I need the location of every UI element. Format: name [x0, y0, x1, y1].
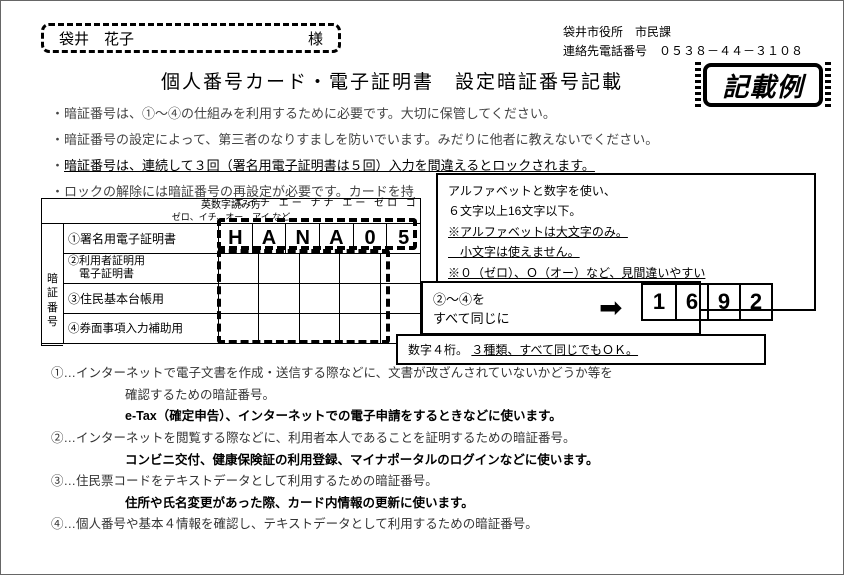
bullet-1: ・暗証番号は、①～④の仕組みを利用するために必要です。大切に保管してください。 — [51, 101, 658, 127]
example-stamp: 記載例 — [703, 63, 823, 107]
bullet-2: ・暗証番号の設定によって、第三者のなりすましを防いでいます。みだりに他者に教えな… — [51, 127, 658, 153]
pin-digit: 6 — [675, 285, 707, 319]
pin-digit: 1 — [643, 285, 675, 319]
descriptions: ①…インターネットで電子文書を作成・送信する際などに、文書が改ざんされていないか… — [51, 363, 818, 536]
desc-3b: 住所や氏名変更があった際、カード内情報の更新に使います。 — [125, 496, 474, 510]
office-name: 袋井市役所 市民課 — [563, 23, 803, 42]
row3-label: ③住民基本台帳用 — [64, 283, 219, 313]
desc-4a: ④…個人番号や基本４情報を確認し、テキストデータとして利用するための暗証番号。 — [51, 514, 818, 535]
desc-2a: ②…インターネットを閲覧する際などに、利用者本人であることを証明するための暗証番… — [51, 428, 818, 449]
addressee-box: 袋井 花子 様 — [41, 23, 341, 53]
addressee-name: 袋井 花子 — [59, 28, 134, 49]
office-phone: 連絡先電話番号 ０５３８－４４－３１０８ — [563, 42, 803, 61]
dashed-frame-2 — [217, 249, 390, 344]
office-contact: 袋井市役所 市民課 連絡先電話番号 ０５３８－４４－３１０８ — [563, 23, 803, 61]
desc-1b: 確認するための暗証番号。 — [51, 385, 818, 406]
page-title: 個人番号カード・電子証明書 設定暗証番号記載 — [161, 67, 623, 94]
arrow-icon: ➡ — [599, 291, 619, 324]
row4-label: ④券面事項入力補助用 — [64, 313, 219, 343]
callout-4digit: 数字４桁。 ３種類、すべて同じでもＯＫ。 — [396, 334, 766, 365]
pin-digit: 2 — [739, 285, 771, 319]
desc-3a: ③…住民票コードをテキストデータとして利用するための暗証番号。 — [51, 471, 818, 492]
row2-label: ②利用者証明用 電子証明書 — [64, 253, 219, 283]
table-vertical-label: 暗証番号 — [41, 256, 63, 346]
dashed-frame-1 — [217, 218, 417, 250]
honorific: 様 — [308, 28, 323, 49]
desc-2b: コンビニ交付、健康保険証の利用登録、マイナポータルのログインなどに使います。 — [125, 453, 599, 467]
desc-1c: e-Tax（確定申告）、インターネットでの電子申請をするときなどに使います。 — [125, 409, 562, 423]
sample-pin: 1 6 9 2 — [641, 283, 773, 321]
desc-1a: ①…インターネットで電子文書を作成・送信する際などに、文書が改ざんされていないか… — [51, 363, 818, 384]
row1-label: ①署名用電子証明書 — [64, 223, 219, 253]
pin-digit: 9 — [707, 285, 739, 319]
